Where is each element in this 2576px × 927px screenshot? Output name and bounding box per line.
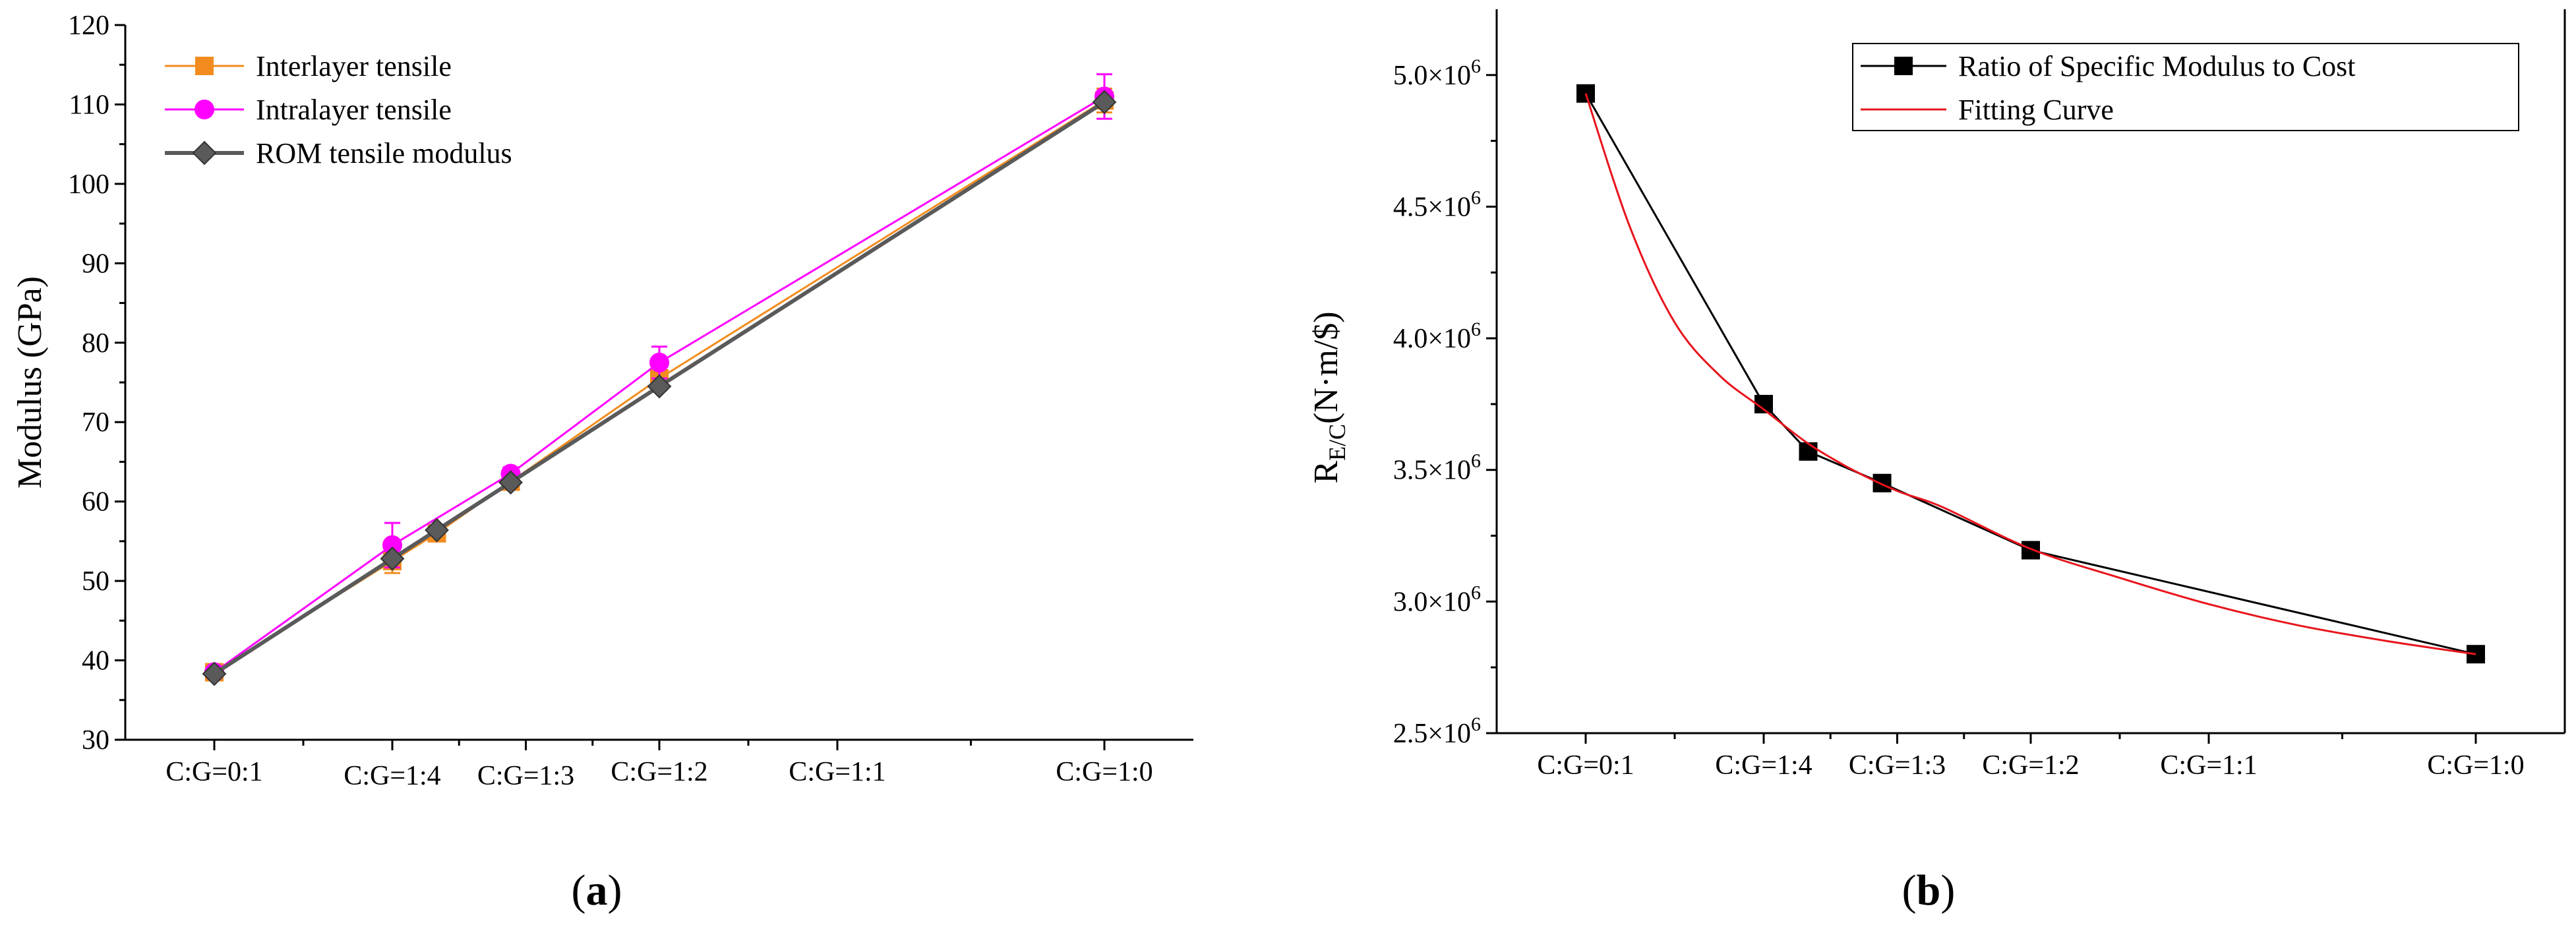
y-tick-label: 4.0×106 [1393, 318, 1481, 354]
legend-box [1852, 43, 2519, 131]
legend-swatch-marker [192, 140, 217, 165]
y-tick-label-base: 4.5×10 [1393, 192, 1471, 222]
legend-label: ROM tensile modulus [256, 137, 512, 169]
y-ticks: 30 40 50 60 70 80 90 100 110 120 [68, 11, 125, 756]
y-tick-label: 50 [82, 566, 109, 597]
data-point [1872, 473, 1892, 493]
data-point [647, 374, 672, 399]
legend-item: Interlayer tensile [165, 50, 452, 82]
y-tick-label: 80 [82, 328, 109, 359]
y-tick-label-base: 2.5×10 [1393, 719, 1471, 749]
y-tick-label-exponent: 6 [1471, 55, 1481, 77]
data-point [649, 352, 669, 373]
x-tick-label: C:G=1:4 [344, 761, 440, 791]
y-tick-label: 110 [69, 90, 109, 120]
y-tick-label: 30 [82, 725, 109, 756]
legend-swatch-marker [1894, 57, 1913, 75]
legend-label: Interlayer tensile [256, 50, 452, 82]
panel-label-open: ( [1902, 866, 1917, 914]
y-tick-label-exponent: 6 [1471, 582, 1481, 603]
y-tick-label-exponent: 6 [1471, 187, 1481, 208]
y-tick-label-exponent: 6 [1471, 713, 1481, 735]
y-axis-title-base: R [1307, 461, 1345, 484]
series-rom-tensile-modulus [202, 90, 1117, 686]
series-fitting-curve [1584, 93, 2476, 655]
y-tick-label: 4.5×106 [1393, 187, 1481, 222]
y-axis-title: Modulus (GPa) [11, 276, 49, 489]
y-tick-label-exponent: 6 [1471, 450, 1481, 472]
data-point [425, 518, 449, 543]
panel-label-close: ) [608, 866, 622, 914]
y-tick-label: 5.0×106 [1393, 55, 1481, 91]
legend-swatch-marker [195, 100, 214, 119]
panel-label-open: ( [572, 866, 586, 914]
legend-item: Ratio of Specific Modulus to Cost [1861, 50, 2356, 82]
legend-item: ROM tensile modulus [165, 137, 512, 169]
panel-label: (a) [572, 866, 622, 914]
y-tick-label-base: 3.5×10 [1393, 456, 1471, 486]
y-tick-label: 90 [82, 249, 109, 279]
series-line [1584, 93, 2476, 655]
y-tick-label: 3.5×106 [1393, 450, 1481, 486]
legend-swatch-marker [195, 57, 214, 75]
x-tick-label: C:G=1:1 [789, 757, 885, 787]
data-point [1576, 84, 1595, 103]
legend: Interlayer tensile Intralayer tensile ROM … [165, 50, 512, 169]
legend-label: Intralayer tensile [256, 94, 452, 126]
x-ticks: C:G=0:1 C:G=1:4 C:G=1:3 C:G=1:2 C:G=1:1 C:G=1… [1537, 733, 2525, 781]
legend-label: Ratio of Specific Modulus to Cost [1958, 50, 2356, 82]
y-axis-title-subscript: E/C [1324, 424, 1350, 461]
y-tick-label: 60 [82, 487, 109, 518]
x-tick-label: C:G=0:1 [1537, 750, 1634, 781]
x-tick-label: C:G=1:0 [2427, 750, 2524, 781]
y-tick-label-base: 4.0×10 [1393, 324, 1471, 354]
y-tick-label: 70 [82, 407, 109, 438]
x-tick-label: C:G=1:3 [477, 761, 574, 791]
panel-label-letter: a [586, 866, 608, 914]
panel-label-letter: b [1917, 866, 1941, 914]
y-tick-label-base: 5.0×10 [1393, 61, 1471, 91]
series-ratio-of-specific-modulus-to-cost [1576, 84, 2485, 664]
fitting-curve-line [1584, 93, 2476, 655]
data-point [380, 546, 405, 571]
data-point [202, 661, 227, 686]
data-point [1799, 442, 1818, 461]
x-tick-label: C:G=1:0 [1056, 757, 1153, 787]
panel-label: (b) [1902, 866, 1956, 914]
y-tick-label-exponent: 6 [1471, 318, 1481, 340]
x-ticks: C:G=0:1 C:G=1:4 C:G=1:3 C:G=1:2 C:G=1:1 C:G=1… [165, 740, 1153, 791]
panel-label-close: ) [1940, 866, 1955, 914]
y-axis-title: RE/C(N·m/$) [1307, 311, 1350, 483]
legend: Ratio of Specific Modulus to Cost Fitting… [1852, 43, 2519, 131]
y-ticks: 2.5×1063.0×1063.5×1064.0×1064.5×1065.0×1… [1393, 55, 1497, 749]
legend-label: Fitting Curve [1958, 94, 2114, 126]
legend-item: Intralayer tensile [165, 94, 452, 126]
x-tick-label: C:G=1:3 [1849, 750, 1946, 781]
y-tick-label: 3.0×106 [1393, 582, 1481, 617]
x-tick-label: C:G=1:2 [1982, 750, 2079, 781]
chart-panel-b: 2.5×1063.0×1063.5×1064.0×1064.5×1065.0×1… [1307, 9, 2566, 914]
series-line [213, 100, 1106, 676]
y-tick-label-base: 3.0×10 [1393, 587, 1471, 617]
y-axis-title-unit: (N·m/$) [1307, 311, 1345, 423]
x-tick-label: C:G=1:1 [2160, 750, 2257, 781]
y-tick-label: 120 [68, 11, 109, 41]
legend-item: Fitting Curve [1861, 94, 2114, 126]
y-tick-label: 100 [68, 169, 109, 200]
y-tick-label: 40 [82, 646, 109, 676]
x-tick-label: C:G=1:2 [611, 757, 707, 787]
x-tick-label: C:G=0:1 [165, 757, 262, 787]
y-tick-label: 2.5×106 [1393, 713, 1481, 749]
data-point [1092, 90, 1117, 115]
x-tick-label: C:G=1:4 [1715, 750, 1812, 781]
data-point [498, 470, 523, 495]
